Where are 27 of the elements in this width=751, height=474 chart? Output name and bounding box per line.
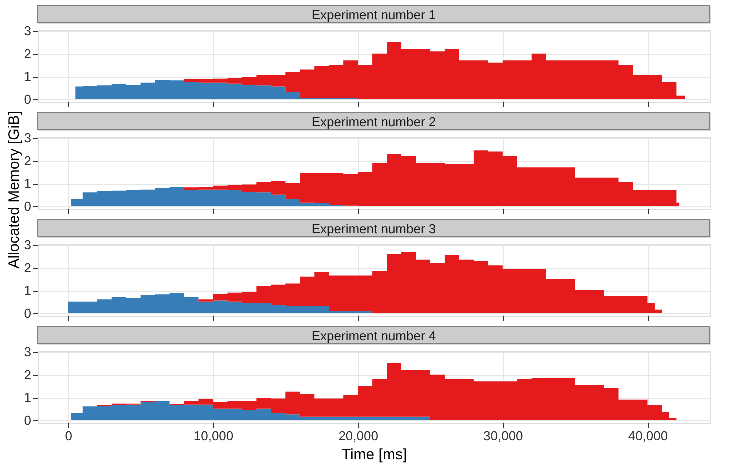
- y-tick-label: 2: [24, 367, 32, 382]
- x-tick-label: 40,000: [628, 428, 668, 444]
- y-tick-label: 0: [24, 198, 32, 214]
- y-tick-label: 3: [24, 130, 32, 146]
- x-tick-label: 10,000: [194, 428, 234, 444]
- y-tick-label: 3: [24, 238, 32, 253]
- y-tick-label: 2: [24, 46, 32, 62]
- y-tick-label: 1: [24, 69, 32, 84]
- y-tick-label: 0: [24, 412, 32, 428]
- y-tick-label: 2: [24, 153, 32, 168]
- y-tick-label: 1: [24, 283, 32, 298]
- chart-title: Experiment number 3: [312, 222, 436, 236]
- chart-title: Experiment number 4: [312, 328, 436, 344]
- y-tick-label: 1: [24, 390, 32, 406]
- x-tick-label: 0: [65, 428, 73, 444]
- y-tick-label: 2: [24, 260, 32, 276]
- y-tick-label: 1: [24, 176, 32, 192]
- y-tick-label: 3: [24, 24, 32, 39]
- chart-title: Experiment number 2: [312, 114, 436, 130]
- y-tick-label: 3: [24, 344, 32, 360]
- y-tick-label: 0: [24, 306, 32, 321]
- chart-title: Experiment number 1: [312, 8, 436, 22]
- x-axis-title: Time [ms]: [342, 446, 408, 464]
- y-axis-title: Allocated Memory [GiB]: [6, 111, 23, 269]
- x-tick-label: 30,000: [484, 428, 524, 444]
- x-tick-label: 20,000: [338, 428, 378, 444]
- y-tick-label: 0: [24, 92, 32, 107]
